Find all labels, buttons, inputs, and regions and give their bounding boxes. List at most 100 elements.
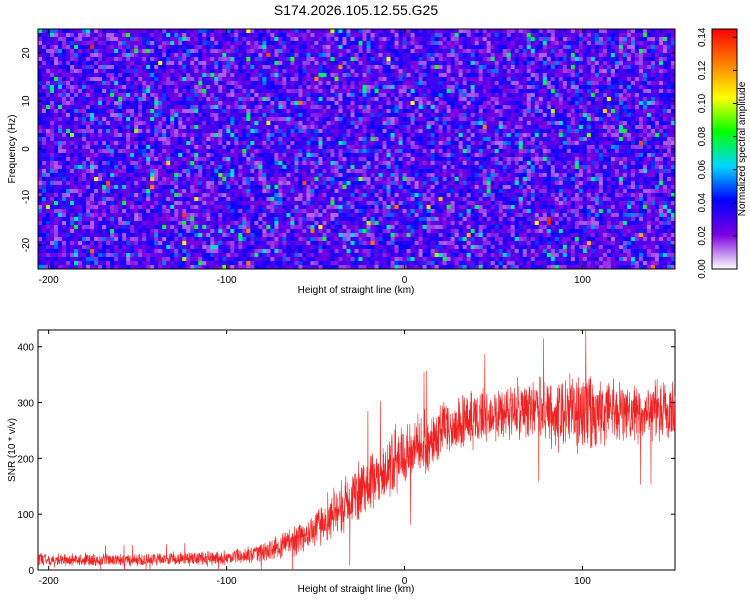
heatmap-cell xyxy=(650,145,656,150)
heatmap-cell xyxy=(398,105,403,110)
heatmap-cell xyxy=(410,105,415,110)
heatmap-cell xyxy=(230,129,235,134)
heatmap-cell xyxy=(186,73,191,78)
heatmap-cell xyxy=(90,65,95,70)
heatmap-cell xyxy=(430,125,436,130)
heatmap-cell xyxy=(106,81,111,86)
heatmap-cell xyxy=(318,97,323,102)
heatmap-cell xyxy=(458,53,464,58)
heatmap-cell xyxy=(362,129,367,134)
heatmap-cell xyxy=(242,93,247,98)
heatmap-cell xyxy=(110,73,115,78)
heatmap-cell xyxy=(478,81,484,86)
heatmap-cell xyxy=(382,57,387,62)
heatmap-cell xyxy=(130,93,135,98)
heatmap-cell xyxy=(546,41,552,46)
heatmap-cell xyxy=(38,129,43,134)
heatmap-cell xyxy=(406,37,411,42)
heatmap-cell xyxy=(262,153,267,158)
heatmap-cell xyxy=(210,89,215,94)
heatmap-cell xyxy=(626,33,632,38)
heatmap-cell xyxy=(246,37,251,42)
heatmap-cell xyxy=(210,41,215,46)
heatmap-cell xyxy=(294,97,299,102)
heatmap-cell xyxy=(626,105,632,110)
heatmap-cell xyxy=(462,29,468,34)
heatmap-cell xyxy=(346,125,351,130)
heatmap-cell xyxy=(618,85,624,90)
heatmap-cell xyxy=(282,89,287,94)
heatmap-cell xyxy=(318,73,323,78)
heatmap-cell xyxy=(130,61,135,66)
heatmap-cell xyxy=(394,41,399,46)
heatmap-cell xyxy=(302,145,307,150)
heatmap-cell xyxy=(234,45,239,50)
heatmap-cell xyxy=(238,57,243,62)
heatmap-cell xyxy=(486,133,492,138)
heatmap-cell xyxy=(670,137,676,142)
heatmap-cell xyxy=(518,85,524,90)
heatmap-cell xyxy=(198,145,203,150)
heatmap-cell xyxy=(230,149,235,154)
heatmap-cell xyxy=(206,133,211,138)
heatmap-cell xyxy=(274,137,279,142)
heatmap-cell xyxy=(330,97,335,102)
heatmap-cell xyxy=(338,89,343,94)
heatmap-cell xyxy=(98,77,103,82)
heatmap-cell xyxy=(366,29,371,34)
heatmap-cell xyxy=(290,101,295,106)
heatmap-cell xyxy=(350,57,355,62)
heatmap-cell xyxy=(62,149,67,154)
heatmap-cell xyxy=(50,81,55,86)
heatmap-cell xyxy=(334,117,339,122)
heatmap-cell xyxy=(150,61,155,66)
heatmap-cell xyxy=(442,133,448,138)
heatmap-cell xyxy=(338,97,343,102)
heatmap-cell xyxy=(338,141,343,146)
heatmap-cell xyxy=(558,57,564,62)
heatmap-cell xyxy=(418,57,424,62)
heatmap-cell xyxy=(418,141,424,146)
heatmap-cell xyxy=(418,33,424,38)
heatmap-cell xyxy=(66,85,71,90)
heatmap-cell xyxy=(554,93,560,98)
heatmap-cell xyxy=(150,77,155,82)
heatmap-cell xyxy=(514,113,520,118)
heatmap-cell xyxy=(174,33,179,38)
heatmap-cell xyxy=(582,77,588,82)
heatmap-cell xyxy=(130,45,135,50)
heatmap-cell xyxy=(574,149,580,154)
heatmap-cell xyxy=(494,113,500,118)
heatmap-cell xyxy=(122,121,127,126)
heatmap-cell xyxy=(162,53,167,58)
heatmap-cell xyxy=(370,45,375,50)
heatmap-cell xyxy=(534,145,540,150)
heatmap-cell xyxy=(58,121,63,126)
heatmap-cell xyxy=(126,49,131,54)
heatmap-cell xyxy=(254,133,259,138)
heatmap-cell xyxy=(210,29,215,34)
heatmap-cell xyxy=(414,113,419,118)
heatmap-cell xyxy=(614,81,620,86)
heatmap-cell xyxy=(622,117,628,122)
heatmap-cell xyxy=(318,29,323,34)
heatmap-cell xyxy=(98,153,103,158)
heatmap-cell xyxy=(610,149,616,154)
heatmap-cell xyxy=(102,97,107,102)
heatmap-cell xyxy=(650,141,656,146)
heatmap-cell xyxy=(258,49,263,54)
heatmap-cell xyxy=(378,73,383,78)
heatmap-cell xyxy=(474,105,480,110)
heatmap-cell xyxy=(658,93,664,98)
heatmap-cell xyxy=(370,37,375,42)
heatmap-cell xyxy=(90,49,95,54)
heatmap-cell xyxy=(82,29,87,34)
heatmap-cell xyxy=(430,133,436,138)
heatmap-cell xyxy=(122,81,127,86)
heatmap-cell xyxy=(190,61,195,66)
heatmap-cell xyxy=(562,61,568,66)
heatmap-cell xyxy=(622,57,628,62)
heatmap-cell xyxy=(238,137,243,142)
heatmap-cell xyxy=(506,81,512,86)
heatmap-cell xyxy=(210,73,215,78)
